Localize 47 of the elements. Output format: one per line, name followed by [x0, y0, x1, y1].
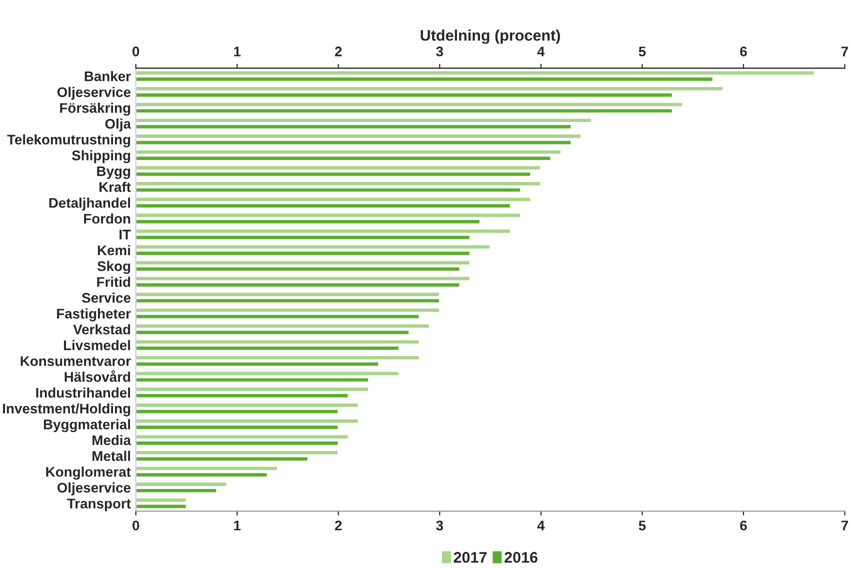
- y-tick-label: Oljeservice: [57, 86, 131, 100]
- x-tick-label: 3: [436, 520, 444, 530]
- y-tick-label: Transport: [67, 498, 131, 512]
- x2-tick-label: 6: [740, 46, 747, 56]
- y-tick-label: Kemi: [98, 245, 130, 256]
- x-tick-label: 5: [638, 520, 646, 530]
- x2-tick-label: 1: [234, 46, 241, 56]
- y-tick-label: Detaljhandel: [49, 198, 130, 211]
- y-tick-label: Service: [82, 292, 131, 303]
- y-tick-label: Byggmaterial: [44, 419, 130, 432]
- y-tick-label: Shipping: [72, 150, 130, 164]
- x-tick-label: 7: [841, 520, 848, 530]
- x2-tick-label: 3: [436, 46, 444, 56]
- y-tick-label: Olja: [105, 118, 132, 132]
- x2-axis-title: Utdelning (procent): [420, 30, 560, 44]
- y-tick-label: Banker: [84, 71, 131, 82]
- y-tick-label: Verkstad: [73, 324, 130, 334]
- y-tick-label: IT: [120, 230, 131, 240]
- y-tick-label: Media: [92, 434, 132, 446]
- y-tick-label: Fastigheter: [57, 308, 131, 322]
- y-tick-label: Bygg: [97, 166, 130, 179]
- y-tick-label: Skog: [97, 260, 130, 274]
- y-tick-label: Kraft: [100, 182, 131, 192]
- y-tick-label: Försäkring: [60, 102, 130, 116]
- legend-label: 2017: [454, 552, 487, 563]
- y-tick-label: Livsmedel: [64, 340, 130, 350]
- y-tick-label: Fritid: [97, 276, 130, 287]
- x2-tick-label: 5: [638, 46, 646, 56]
- x2-tick-label: 0: [132, 46, 140, 56]
- y-tick-label: Konglomerat: [46, 466, 131, 480]
- y-tick-label: Investment/Holding: [3, 403, 130, 416]
- y-tick-label: Hälsovård: [64, 370, 130, 382]
- x-tick-label: 2: [335, 520, 342, 530]
- x2-tick-label: 2: [335, 46, 342, 56]
- y-tick-label: Metall: [92, 450, 130, 461]
- x2-tick-label: 4: [537, 46, 545, 56]
- x-tick-label: 1: [234, 520, 241, 530]
- x-tick-label: 6: [740, 520, 747, 530]
- y-tick-label: Fordon: [84, 213, 130, 224]
- x-tick-label: 4: [537, 520, 545, 530]
- y-tick-label: Industrihandel: [36, 387, 130, 398]
- legend-label: 2016: [504, 552, 538, 563]
- x-tick-label: 0: [132, 520, 140, 530]
- y-tick-label: Oljeservice: [57, 482, 131, 496]
- y-tick-label: Konsumentvaror: [20, 356, 131, 366]
- x2-tick-label: 7: [841, 46, 848, 56]
- y-tick-label: Telekomutrustning: [7, 134, 130, 148]
